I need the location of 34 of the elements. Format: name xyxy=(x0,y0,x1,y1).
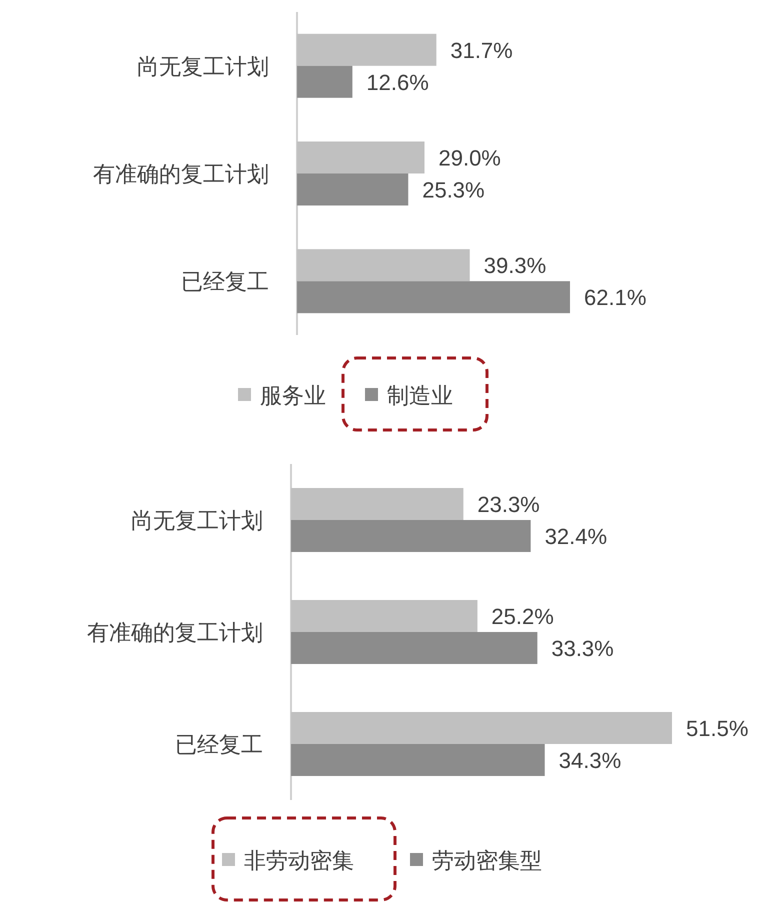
y-tick-label: 有准确的复工计划 xyxy=(93,162,269,186)
y-tick-label: 尚无复工计划 xyxy=(137,54,269,79)
y-tick-label: 已经复工 xyxy=(181,269,269,294)
y-tick-label: 尚无复工计划 xyxy=(131,508,263,533)
data-label: 12.6% xyxy=(366,70,429,95)
data-label: 32.4% xyxy=(544,524,608,549)
legend-label: 劳动密集型 xyxy=(432,848,542,873)
data-label: 33.3% xyxy=(551,636,614,661)
bar xyxy=(291,632,538,664)
bar xyxy=(291,600,478,632)
data-label: 23.3% xyxy=(477,492,540,517)
bar xyxy=(297,174,408,206)
data-label: 51.5% xyxy=(686,716,748,741)
y-tick-label: 有准确的复工计划 xyxy=(87,620,263,645)
bar xyxy=(291,712,672,744)
legend-label: 服务业 xyxy=(260,383,326,408)
bar xyxy=(291,744,545,776)
bar xyxy=(297,142,424,174)
data-label: 25.3% xyxy=(422,178,485,202)
bar xyxy=(297,34,436,66)
y-tick-label: 已经复工 xyxy=(175,732,263,757)
bar xyxy=(297,281,570,314)
data-label: 34.3% xyxy=(558,748,622,773)
data-label: 39.3% xyxy=(484,253,546,278)
bar xyxy=(297,66,352,98)
data-label: 25.2% xyxy=(491,604,554,629)
bar xyxy=(297,249,470,282)
legend-label: 非劳动密集 xyxy=(244,848,354,873)
bar xyxy=(291,488,464,520)
data-label: 62.1% xyxy=(584,285,646,310)
bar xyxy=(291,520,531,552)
data-label: 31.7% xyxy=(450,38,513,63)
data-label: 29.0% xyxy=(438,146,501,170)
legend-label: 制造业 xyxy=(387,383,453,408)
